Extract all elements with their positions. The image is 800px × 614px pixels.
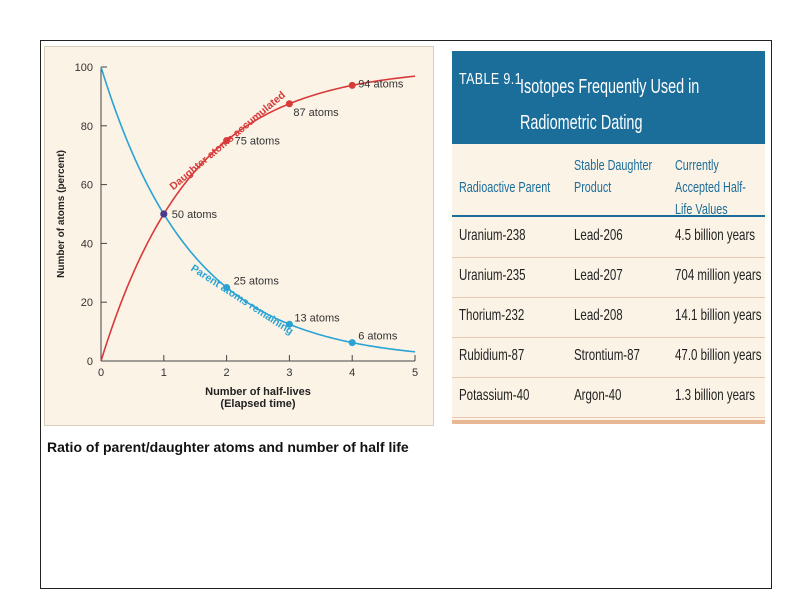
data-label: 94 atoms: [358, 78, 404, 90]
x-tick-label: 4: [349, 367, 355, 379]
half-life-chart: 0 20 40 60 80 100 0 1 2 3 4 5 Number of half-lives (E…: [44, 46, 434, 426]
parent-data-point: [223, 284, 231, 291]
parent-data-point: [285, 320, 293, 328]
table-row: Rubidium-87 Strontium-87 47.0 billion year…: [452, 338, 765, 378]
isotope-table: TABLE 9.1 Isotopes Frequently Used in Ra…: [452, 51, 765, 424]
y-axis-label: Number of atoms (percent): [56, 150, 67, 278]
chart-caption: Ratio of parent/daughter atoms and numbe…: [47, 439, 409, 455]
data-label: 50 atoms: [172, 209, 218, 221]
daughter-data-point: [223, 137, 231, 144]
table-row: Uranium-235 Lead-207 704 million years: [452, 258, 765, 298]
header-rule: [452, 215, 765, 217]
x-tick-label: 2: [224, 367, 230, 379]
x-tick-label: 0: [98, 367, 104, 379]
data-label: 13 atoms: [294, 312, 340, 324]
cell-half-life: 704 million years: [675, 267, 762, 284]
daughter-data-point: [348, 81, 356, 89]
parent-series-line: [100, 66, 416, 353]
data-label: 25 atoms: [234, 276, 280, 288]
header-half-life: Currently Accepted Half-Life Values: [675, 157, 746, 218]
table-row: Uranium-238 Lead-206 4.5 billion years: [452, 218, 765, 258]
y-tick-label: 80: [81, 121, 93, 133]
chart-svg: 0 20 40 60 80 100 0 1 2 3 4 5 Number of half-lives(E…: [56, 62, 418, 410]
x-tick-label: 3: [286, 367, 292, 379]
table-row: Potassium-40 Argon-40 1.3 billion years: [452, 378, 765, 418]
table-bottom-rule: [452, 420, 765, 424]
cell-half-life: 14.1 billion years: [675, 307, 762, 324]
x-axis-sublabel: (Elapsed time): [220, 398, 296, 410]
parent-data-point: [348, 339, 356, 347]
y-tick-label: 0: [87, 356, 93, 368]
table-row: Thorium-232 Lead-208 14.1 billion years: [452, 298, 765, 338]
cell-half-life: 1.3 billion years: [675, 387, 756, 404]
cell-daughter: Strontium-87: [574, 347, 640, 364]
cell-parent: Rubidium-87: [459, 347, 525, 364]
cell-parent: Potassium-40: [459, 387, 530, 404]
table-title-bar: TABLE 9.1 Isotopes Frequently Used in Ra…: [452, 51, 765, 144]
daughter-series-line: [100, 75, 416, 362]
y-tick-label: 100: [75, 62, 93, 74]
cell-daughter: Lead-207: [574, 267, 623, 284]
table-title: Isotopes Frequently Used in Radiometric …: [520, 76, 700, 134]
cell-parent: Uranium-235: [459, 267, 526, 284]
y-tick-label: 60: [81, 180, 93, 192]
parent-series-label: Parent atoms remaining: [189, 262, 296, 337]
y-tick-label: 40: [81, 238, 93, 250]
data-label: 75 atoms: [235, 136, 281, 148]
cell-daughter: Lead-206: [574, 227, 623, 244]
header-parent: Radioactive Parent: [459, 179, 551, 196]
x-tick-label: 5: [412, 367, 418, 379]
cell-half-life: 4.5 billion years: [675, 227, 756, 244]
cell-daughter: Argon-40: [574, 387, 622, 404]
y-tick-label: 20: [81, 297, 93, 309]
parent-data-point: [160, 210, 168, 218]
x-tick-label: 1: [161, 367, 167, 379]
daughter-data-point: [285, 100, 293, 108]
data-label: 87 atoms: [293, 107, 339, 119]
cell-half-life: 47.0 billion years: [675, 347, 762, 364]
header-daughter: Stable Daughter Product: [574, 157, 653, 196]
cell-daughter: Lead-208: [574, 307, 623, 324]
cell-parent: Thorium-232: [459, 307, 525, 324]
x-axis-label: Number of half-lives: [205, 386, 311, 398]
table-number: TABLE 9.1: [459, 71, 522, 88]
data-label: 6 atoms: [358, 331, 398, 343]
cell-parent: Uranium-238: [459, 227, 526, 244]
